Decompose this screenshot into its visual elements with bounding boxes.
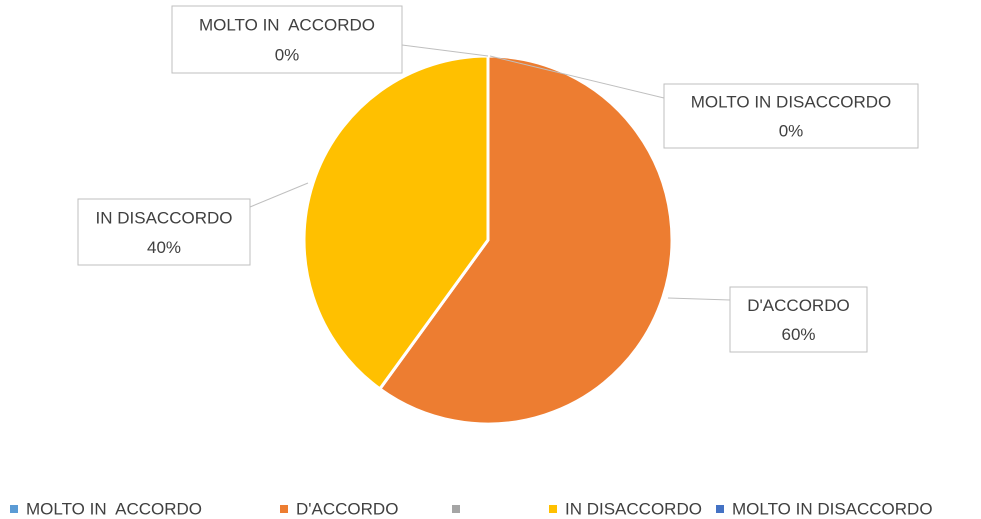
legend-swatch [549,505,557,513]
data-label-value: 40% [147,238,181,257]
data-label-value: 0% [779,121,804,140]
legend-label: IN DISACCORDO [565,499,702,518]
data-label-name: MOLTO IN DISACCORDO [691,93,892,112]
legend-swatch [452,505,460,513]
leader-line [401,44,489,57]
pie-slice [377,54,674,426]
data-label-name: MOLTO IN ACCORDO [199,16,375,35]
data-label-value: 60% [781,325,815,344]
pie-slice [302,54,490,391]
legend-swatch [10,505,18,513]
data-label-value: 0% [275,46,300,65]
legend-label: D'ACCORDO [296,499,398,518]
data-label-box [171,5,403,74]
leader-line [489,55,665,99]
legend-swatch [716,505,724,513]
legend-label: MOLTO IN ACCORDO [26,499,202,518]
data-label-box [77,198,251,266]
data-label-name: IN DISACCORDO [96,208,233,227]
legend-swatch [280,505,288,513]
leader-line [667,297,731,301]
data-label-name: D'ACCORDO [747,296,849,315]
leader-line [249,182,309,208]
data-label-box [729,286,868,353]
data-label-box [663,83,919,149]
legend-label: MOLTO IN DISACCORDO [732,499,933,518]
